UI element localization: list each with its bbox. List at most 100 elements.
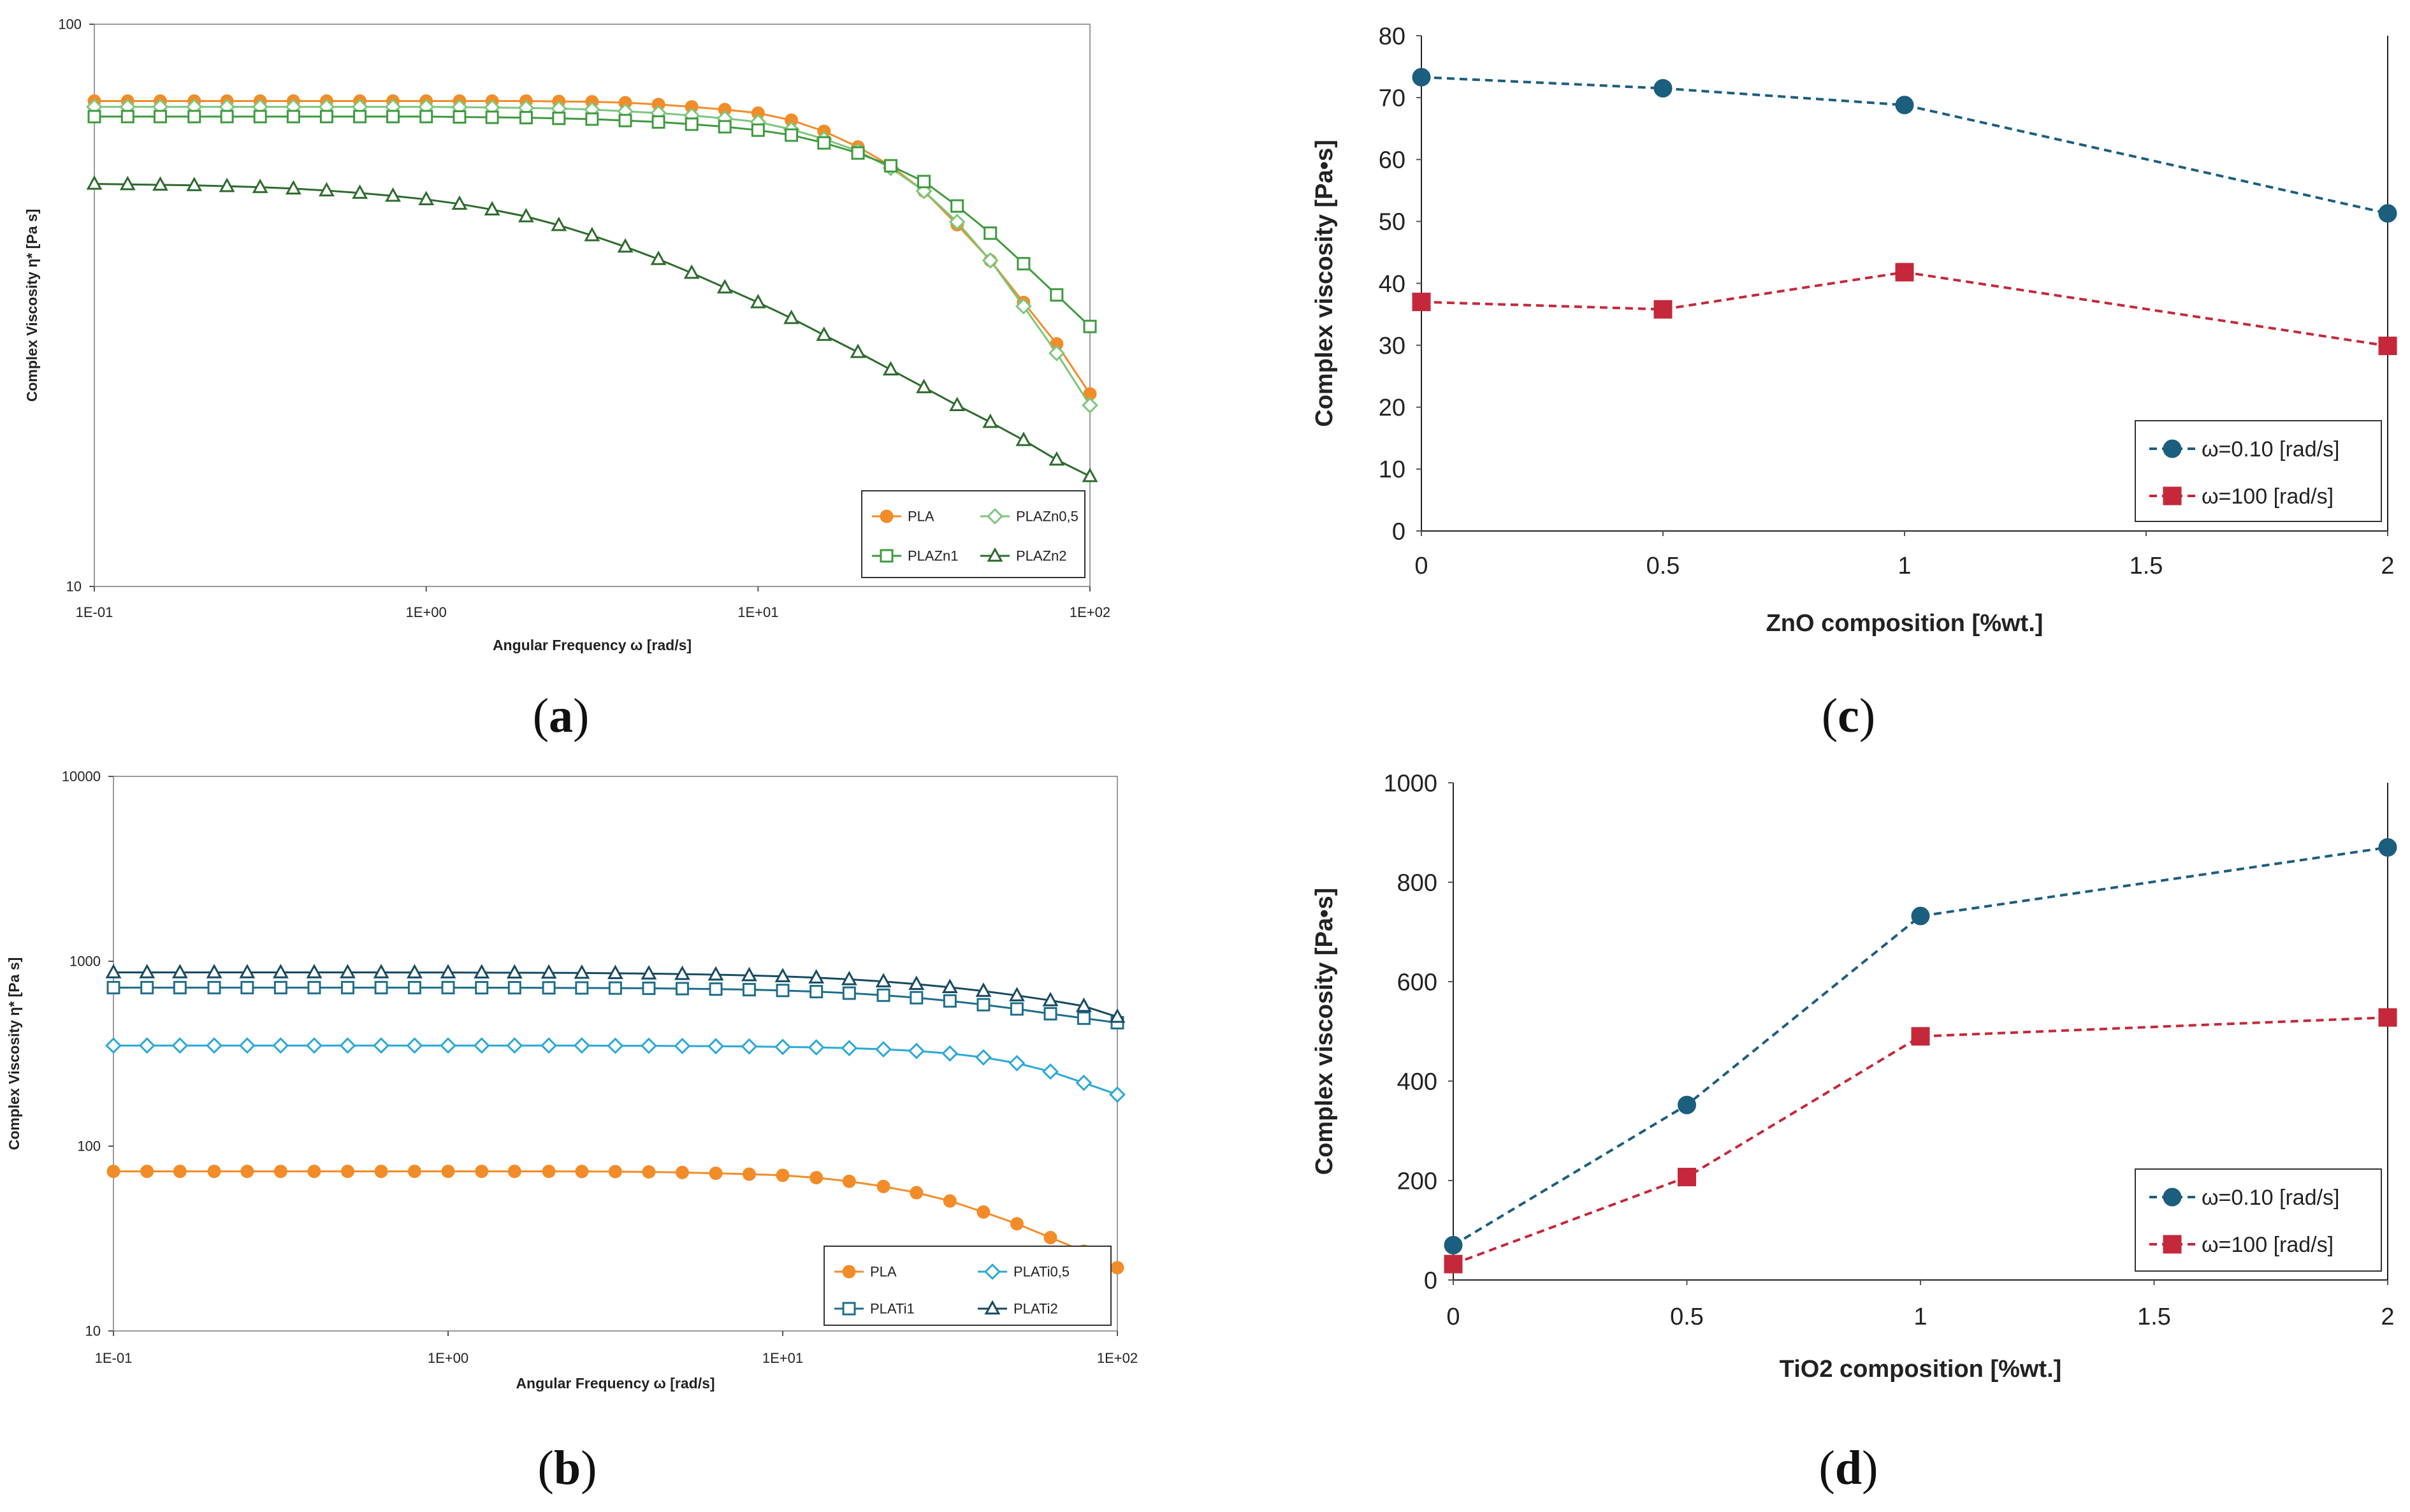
y-tick-label: 1000	[1383, 770, 1437, 797]
data-point	[1042, 1063, 1059, 1080]
data-point	[86, 175, 103, 190]
y-tick-label: 0	[1392, 518, 1405, 545]
data-point	[776, 984, 790, 998]
data-point	[307, 1165, 321, 1179]
data-point	[718, 120, 732, 134]
data-point	[585, 112, 599, 126]
chart-d: 0 200 400 600 800 1000 0 0.5 1 1.5 2 TiO2 compositi…	[1311, 770, 2397, 1383]
data-point	[253, 110, 267, 124]
y-tick-label: 100	[58, 17, 82, 33]
data-point	[751, 123, 765, 137]
data-point	[374, 1165, 388, 1179]
data-point	[1015, 298, 1032, 315]
data-point	[1010, 1217, 1024, 1231]
data-point	[506, 964, 523, 979]
y-tick-label: 0	[1424, 1267, 1437, 1294]
data-point	[120, 110, 134, 124]
data-point	[683, 264, 700, 279]
data-point	[1048, 345, 1065, 361]
data-point	[608, 1165, 622, 1179]
x-tick-label: 1E+01	[737, 604, 778, 620]
data-point	[451, 195, 468, 210]
data-point	[1444, 1254, 1463, 1274]
legend: ω=0.10 [rad/s] ω=100 [rad/s]	[2135, 420, 2382, 522]
data-point	[206, 964, 222, 978]
x-tick-label: 1E+02	[1070, 604, 1110, 620]
data-point	[949, 396, 966, 411]
data-point	[948, 214, 966, 231]
data-point	[910, 991, 924, 1005]
x-tick-label: 0	[1446, 1304, 1460, 1330]
series-line	[1421, 270, 2388, 347]
data-point	[910, 1186, 924, 1200]
data-point	[1043, 1231, 1057, 1245]
data-point	[106, 1165, 120, 1179]
data-point	[542, 981, 556, 995]
data-point	[774, 968, 791, 982]
data-point	[139, 964, 156, 978]
data-point	[641, 964, 657, 980]
x-tick-label: 1.5	[2130, 553, 2163, 579]
data-point	[240, 980, 254, 994]
data-point	[306, 964, 323, 978]
data-point	[982, 413, 999, 428]
data-point	[850, 344, 866, 358]
y-tick-label: 10	[66, 579, 82, 595]
data-point	[741, 966, 757, 982]
data-point	[607, 964, 623, 979]
data-point	[1010, 1002, 1024, 1016]
chart-panel-b: 10 100 1000 10000 1E-01 1E+00 1E+01 1E+02 Angula…	[0, 752, 1160, 1428]
legend-label: PLAZn0,5	[1016, 509, 1078, 525]
data-point	[816, 326, 832, 341]
chart-panel-d: 0 200 400 600 800 1000 0 0.5 1 1.5 2 TiO2 compositi…	[1288, 752, 2410, 1428]
data-point	[87, 110, 101, 124]
data-point	[883, 159, 897, 173]
data-point	[984, 226, 998, 240]
legend-swatch-marker	[2163, 1188, 2182, 1207]
data-point	[475, 981, 489, 995]
y-tick-label: 100	[77, 1138, 101, 1154]
data-point	[608, 981, 622, 995]
legend-label: PLA	[870, 1264, 897, 1280]
data-point	[273, 980, 287, 994]
data-point	[173, 1165, 187, 1179]
data-point	[272, 1037, 289, 1054]
x-tick-label: 2	[2381, 553, 2394, 579]
data-point	[917, 175, 931, 189]
y-tick-label: 50	[1379, 209, 1405, 236]
legend-swatch-marker	[984, 1300, 1001, 1315]
data-point	[407, 1165, 421, 1179]
data-point	[675, 1165, 689, 1179]
legend-swatch-marker	[984, 1263, 1001, 1280]
chart-panel-c: 0 10 20 30 40 50 60 70 80 0 0.5 1 1.5 2 ZnO compositio…	[1288, 0, 2410, 676]
series-PLA	[106, 1165, 1124, 1275]
data-point	[519, 111, 533, 125]
x-tick-label: 1E+01	[762, 1350, 803, 1366]
x-tick-label: 0	[1414, 553, 1428, 579]
data-point	[618, 113, 632, 127]
data-point	[685, 117, 699, 131]
data-point	[1653, 300, 1673, 319]
data-point	[650, 251, 667, 265]
data-point	[374, 980, 388, 994]
data-point	[943, 1194, 957, 1208]
data-point	[809, 1171, 824, 1185]
data-point	[541, 964, 557, 979]
data-point	[783, 309, 800, 324]
data-point	[708, 1038, 724, 1055]
y-tick-label: 30	[1379, 333, 1405, 360]
data-point	[1109, 1008, 1126, 1023]
data-point	[484, 201, 500, 215]
data-point	[340, 1165, 354, 1179]
series-line	[1453, 1016, 2388, 1265]
y-tick-label: 80	[1379, 23, 1405, 50]
y-axis-title: Complex Viscosity η* [Pa s]	[6, 957, 22, 1151]
y-tick-label: 400	[1397, 1068, 1437, 1095]
data-point	[1077, 1011, 1091, 1025]
y-axis-title: Complex Viscosity η* [Pa s]	[24, 209, 40, 402]
data-point	[575, 1165, 589, 1179]
data-point	[353, 110, 367, 124]
y-tick-label: 10000	[62, 769, 101, 785]
legend-swatch-marker	[987, 547, 1003, 562]
legend-label: PLATi2	[1013, 1301, 1058, 1317]
